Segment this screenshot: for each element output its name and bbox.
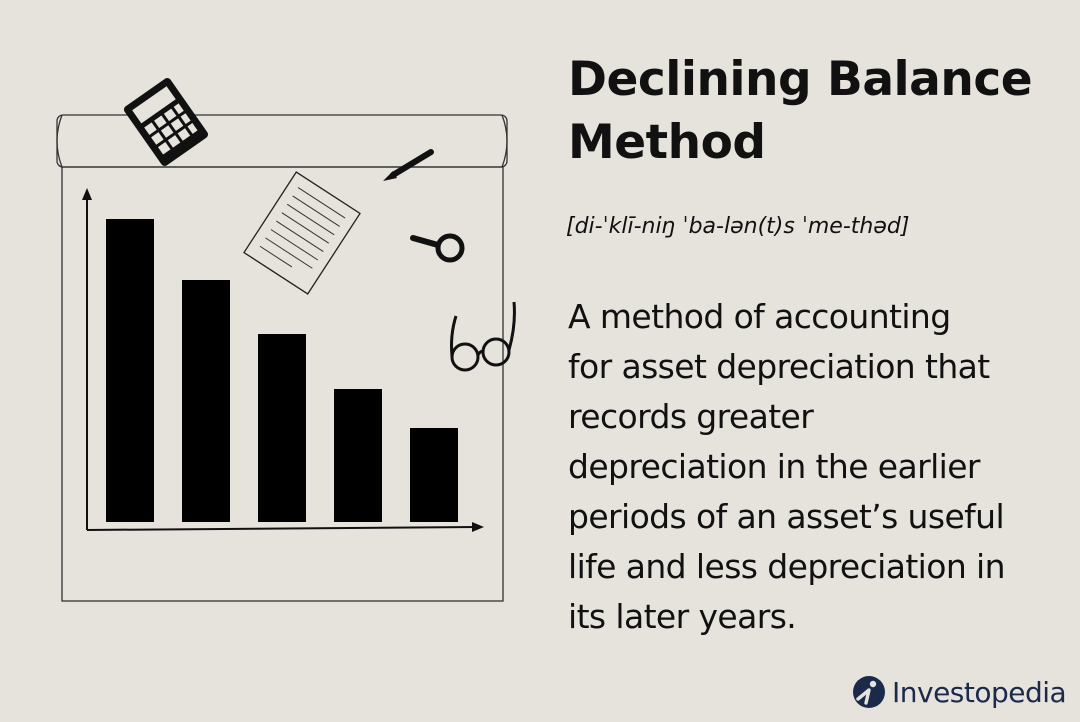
- title-line-2: Method: [568, 115, 766, 170]
- definition-line-4: depreciation in the earlier: [568, 447, 981, 486]
- pronunciation: [di-ˈklī-niŋ ˈba-lən(t)s ˈme-thəd]: [566, 214, 910, 239]
- calculator-icon: [123, 78, 209, 166]
- glasses-icon: [450, 301, 516, 372]
- definition-text: A method of accounting for asset depreci…: [568, 292, 1073, 642]
- chart-bar-2: [182, 280, 230, 522]
- chart-bar-5: [410, 428, 458, 522]
- investopedia-logo-icon: [853, 676, 885, 708]
- definition-line-5: periods of an asset’s useful: [568, 497, 1005, 536]
- chart-bar-4: [334, 389, 382, 522]
- page-title: Declining Balance Method: [568, 48, 1068, 174]
- definition-line-2: for asset depreciation that: [568, 347, 990, 386]
- board-sheet: [61, 166, 504, 602]
- board-roll-left-curl: [56, 114, 63, 168]
- magnifier-icon: [410, 233, 465, 263]
- x-axis-arrow: [472, 522, 484, 532]
- board-roll-right-curl: [501, 114, 508, 168]
- y-axis-arrow: [82, 188, 92, 200]
- chart-bar-1: [106, 219, 154, 522]
- board: [56, 114, 508, 602]
- investopedia-logo-text: Investopedia: [892, 675, 1067, 709]
- illustration: [56, 78, 516, 602]
- chart-axes: [82, 188, 484, 532]
- definition-line-3: records greater: [568, 397, 814, 436]
- title-line-1: Declining Balance: [568, 52, 1033, 107]
- pencil-icon: [383, 149, 434, 181]
- x-axis: [86, 526, 477, 531]
- definition-line-6: life and less depreciation in: [568, 547, 1006, 586]
- definition-line-7: its later years.: [568, 597, 797, 636]
- document-icon: [243, 171, 361, 295]
- board-roll: [56, 114, 508, 168]
- chart-bar-3: [258, 334, 306, 522]
- investopedia-logo: Investopedia: [852, 672, 1067, 712]
- definition-line-1: A method of accounting: [568, 297, 951, 336]
- chart-bars: [106, 219, 458, 522]
